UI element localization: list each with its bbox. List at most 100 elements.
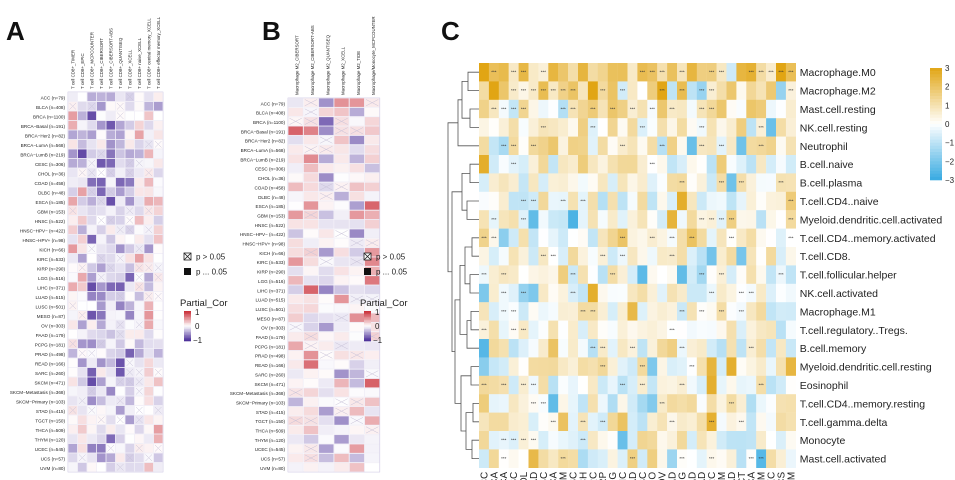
heatmap-cell [134, 92, 144, 102]
heatmap-cell [548, 155, 559, 174]
panel-letter-c: C [441, 16, 460, 46]
heatmap-cell [303, 135, 319, 145]
heatmap-cell [667, 394, 678, 413]
colorbar-step [364, 338, 371, 340]
heatmap-cell [479, 302, 490, 321]
colorbar-tick: 2 [945, 83, 950, 92]
heatmap-cell [364, 163, 380, 173]
nonsig-cross-mark [154, 368, 162, 376]
heatmap-cell [686, 155, 697, 174]
nonsig-cross-mark [69, 406, 77, 414]
heatmap-cell [288, 378, 304, 388]
heatmap-cell [677, 339, 688, 358]
significance-stars: *** [541, 125, 547, 130]
colorbar-step [364, 315, 371, 318]
heatmap-cell [785, 302, 796, 321]
heatmap-cell [134, 358, 144, 368]
colorbar-step [364, 318, 371, 321]
heatmap-cell [96, 291, 106, 301]
significance-stars: *** [521, 383, 527, 388]
heatmap-cell [597, 265, 608, 284]
heatmap-cell [706, 136, 717, 156]
heatmap-cell [766, 320, 777, 340]
heatmap-cell [87, 320, 97, 330]
heatmap-cell [726, 302, 737, 321]
heatmap-cell [144, 367, 154, 377]
heatmap-cell [498, 191, 509, 211]
heatmap-cell [528, 302, 539, 321]
heatmap-cell [125, 111, 135, 121]
heatmap-cell [96, 396, 106, 406]
heatmap-cell [746, 173, 757, 192]
heatmap-cell [706, 63, 717, 82]
heatmap-cell [568, 394, 579, 413]
heatmap-cell [677, 302, 688, 321]
heatmap-cell [686, 228, 697, 248]
heatmap-cell [488, 228, 499, 248]
heatmap-cell [288, 331, 304, 341]
heatmap-cell [479, 247, 490, 266]
heatmap-cell [647, 136, 658, 156]
nonsig-cross-mark [126, 226, 134, 234]
heatmap-cell [677, 394, 688, 413]
colorbar-step [930, 108, 942, 112]
heatmap-cell [96, 130, 106, 140]
nonsig-cross-mark [97, 150, 105, 158]
row-label: PAAD (n=179) [36, 333, 66, 338]
nonsig-cross-mark [335, 127, 348, 135]
heatmap-cell [334, 238, 350, 248]
heatmap-cell [134, 206, 144, 216]
heatmap-cell [364, 116, 380, 126]
heatmap-cell [364, 444, 380, 454]
heatmap-cell [303, 285, 319, 295]
heatmap-cell [153, 244, 163, 254]
heatmap-cell [144, 415, 154, 425]
heatmap-cell [716, 173, 727, 192]
heatmap-cell [518, 136, 529, 156]
colorbar-step [930, 86, 942, 91]
significance-stars: *** [669, 419, 675, 424]
heatmap-cell [364, 135, 380, 145]
heatmap-cell [776, 431, 787, 450]
heatmap-cell [647, 320, 658, 340]
row-label: SKCM−Metastasis (n=368) [10, 390, 66, 395]
heatmap-cell [144, 92, 154, 102]
nonsig-cross-mark [78, 169, 86, 177]
heatmap-cell [96, 206, 106, 216]
heatmap-cell [125, 405, 135, 415]
colorbar-step [930, 152, 942, 156]
heatmap-cell [349, 219, 365, 229]
heatmap-cell [696, 320, 707, 340]
heatmap-cell [736, 394, 747, 413]
heatmap-cell [528, 394, 539, 413]
heatmap-cell [776, 449, 787, 468]
significance-stars: *** [679, 70, 685, 75]
nonsig-cross-mark [145, 226, 153, 234]
heatmap-cell [334, 172, 350, 183]
heatmap-cell [96, 101, 106, 111]
column-label: PCPG [677, 472, 688, 480]
heatmap-cell [318, 331, 334, 341]
heatmap-cell [558, 81, 569, 100]
significance-stars: *** [501, 438, 507, 443]
significance-stars: *** [511, 162, 517, 167]
heatmap-cell [153, 177, 163, 187]
significance-stars: *** [590, 309, 596, 314]
heatmap-cell [334, 462, 350, 472]
heatmap-cell [627, 339, 638, 358]
heatmap-cell [696, 449, 707, 468]
heatmap-cell [96, 282, 106, 292]
heatmap-cell [637, 81, 648, 100]
heatmap-cell [87, 443, 97, 453]
heatmap-cell [538, 173, 549, 192]
row-label: HNSC (n=522) [35, 219, 66, 224]
heatmap-cell [607, 412, 618, 432]
heatmap-cell [578, 449, 589, 468]
heatmap-cell [488, 357, 499, 376]
row-label: PCPG (n=181) [35, 342, 66, 347]
heatmap-cell [87, 396, 97, 406]
heatmap-cell [349, 172, 365, 183]
nonsig-cross-mark [116, 102, 124, 110]
significance-stars: *** [660, 70, 666, 75]
heatmap-cell [568, 283, 579, 303]
